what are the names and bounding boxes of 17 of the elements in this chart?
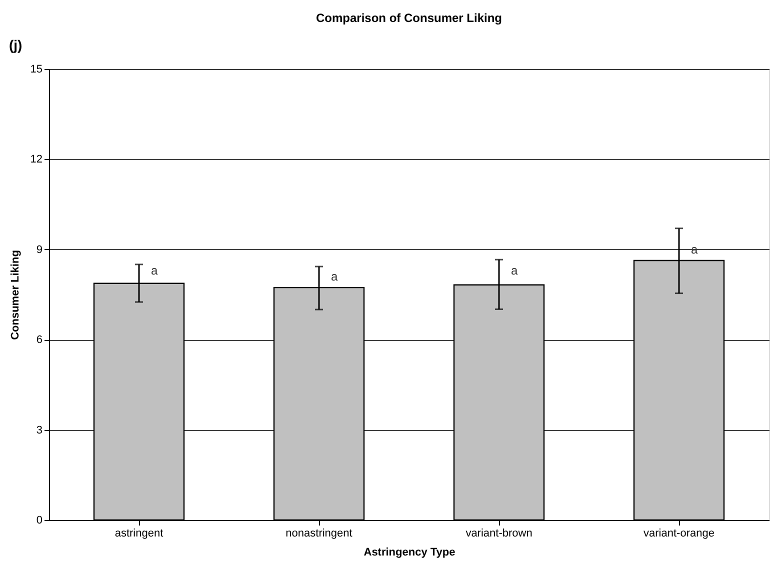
x-tick-label: variant-brown <box>466 528 532 540</box>
annotation: a <box>331 269 338 284</box>
y-axis-title: Consumer Liking <box>9 250 22 340</box>
y-tick-label: 12 <box>30 154 42 166</box>
annotation: a <box>511 263 518 278</box>
y-tick-label: 0 <box>36 514 42 526</box>
x-tick-label: astringent <box>114 528 164 540</box>
y-tick-label: 15 <box>30 64 42 76</box>
x-axis-title: Astringency Type <box>364 546 456 558</box>
x-tick-label: nonastringent <box>286 528 352 540</box>
x-tick-label: variant-orange <box>644 528 714 540</box>
annotation: a <box>151 263 158 278</box>
y-tick-label: 9 <box>36 244 42 256</box>
y-tick-label: 6 <box>36 334 42 346</box>
y-tick-label: 3 <box>36 424 42 436</box>
chart-title: Comparison of Consumer Liking <box>316 11 502 25</box>
text: (j) <box>9 37 22 53</box>
